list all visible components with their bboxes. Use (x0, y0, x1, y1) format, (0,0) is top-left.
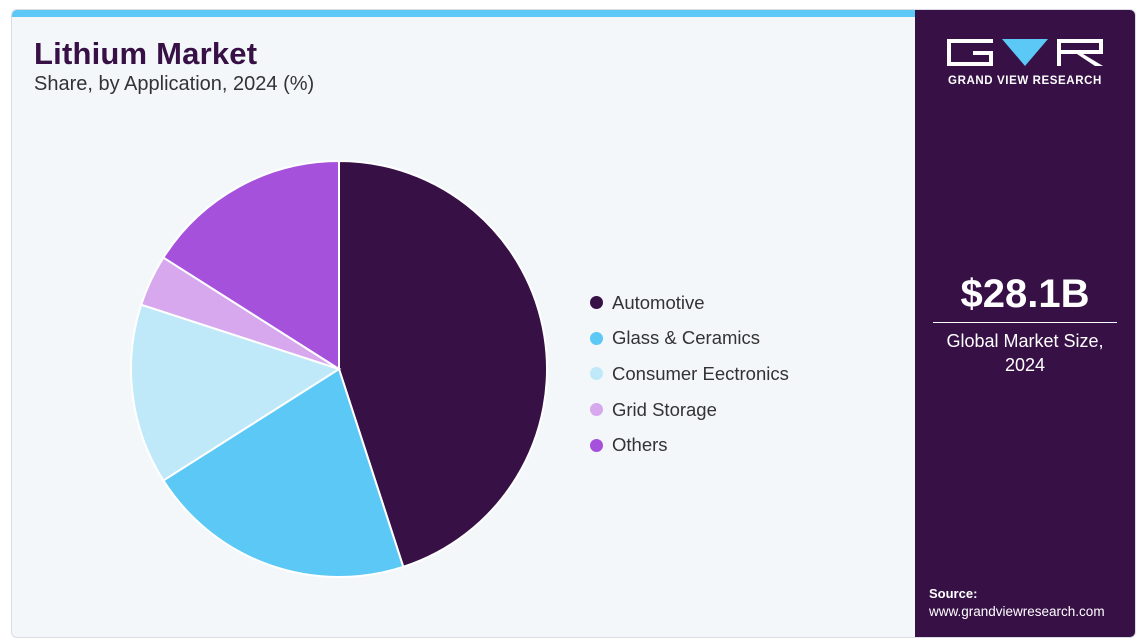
pie-slice-others (161, 159, 340, 371)
legend-label: Consumer Eectronics (612, 362, 789, 384)
source-label: Source: (929, 586, 978, 601)
accent-bar (12, 10, 915, 17)
legend-swatch (590, 331, 603, 345)
legend-item: Automotive (590, 285, 789, 321)
chart-card: Lithium Market Share, by Application, 20… (11, 9, 1136, 638)
chart-title: Lithium Market (34, 36, 258, 71)
pie-slice-consumer-eectronics (130, 303, 342, 482)
legend-label: Others (612, 434, 668, 456)
legend-swatch (590, 367, 603, 381)
market-size-label: Global Market Size, 2024 (925, 329, 1125, 377)
legend-item: Grid Storage (590, 392, 789, 428)
legend-swatch (590, 403, 603, 417)
chart-subtitle: Share, by Application, 2024 (%) (34, 73, 315, 95)
divider (933, 322, 1117, 323)
chart-legend: Automotive Glass & Ceramics Consumer Eectr… (590, 285, 789, 463)
pie-chart (130, 159, 548, 578)
pie-slice-glass-ceramics (161, 367, 405, 578)
legend-item: Consumer Eectronics (590, 356, 789, 392)
pie-slice-automotive (338, 159, 548, 569)
legend-label: Automotive (612, 291, 705, 313)
market-label-line2: 2024 (1004, 355, 1046, 375)
side-panel: GRAND VIEW RESEARCH $28.1B Global Market… (915, 10, 1135, 637)
legend-item: Glass & Ceramics (590, 321, 789, 357)
legend-swatch (590, 438, 603, 452)
legend-item: Others (590, 427, 789, 463)
market-size-value: $28.1B (960, 272, 1090, 316)
gvr-logo-icon (947, 39, 1103, 66)
source-url[interactable]: www.grandviewresearch.com (929, 604, 1105, 619)
legend-label: Grid Storage (612, 398, 717, 420)
legend-swatch (590, 296, 603, 310)
legend-label: Glass & Ceramics (612, 327, 761, 349)
brand-name: GRAND VIEW RESEARCH (948, 75, 1102, 87)
market-label-line1: Global Market Size, (946, 331, 1104, 351)
